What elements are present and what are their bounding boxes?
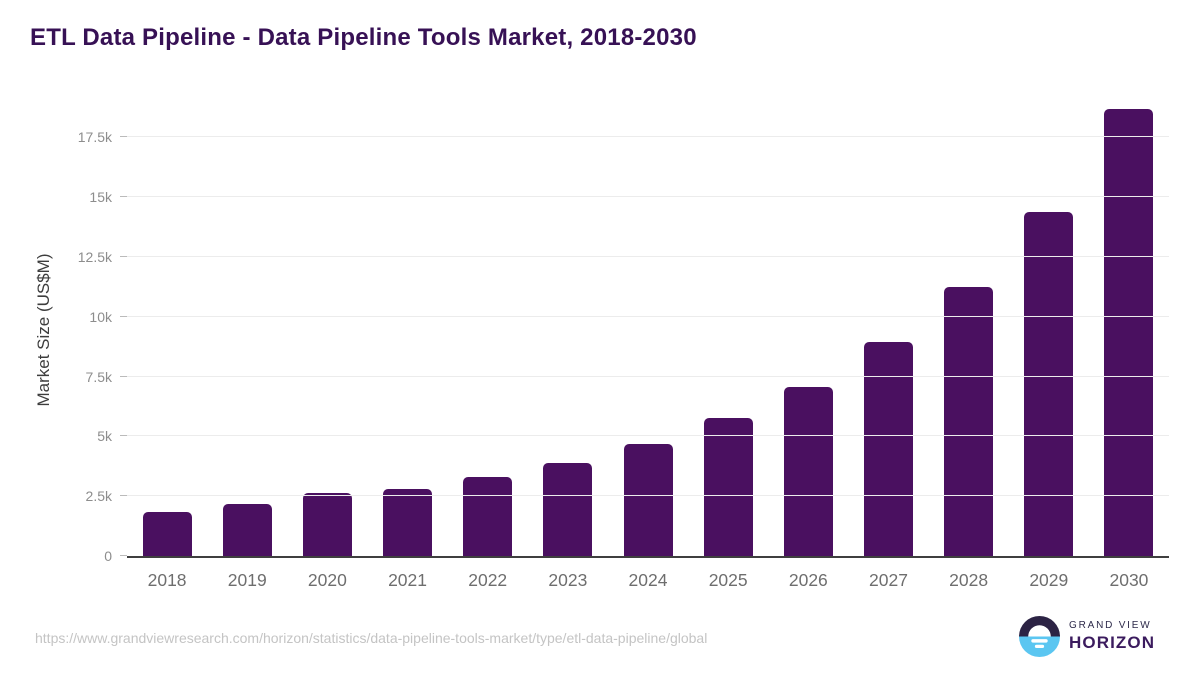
logo-sun-dome	[1028, 625, 1051, 637]
bar-column	[287, 100, 367, 556]
gridline	[127, 196, 1169, 198]
bar-2027	[863, 342, 913, 556]
chart-title: ETL Data Pipeline - Data Pipeline Tools …	[30, 24, 697, 51]
gridline	[127, 495, 1169, 497]
x-tick-label-2020: 2020	[307, 570, 347, 590]
gridline	[127, 435, 1169, 437]
bar-2025	[703, 418, 753, 556]
x-tick-label-2018: 2018	[147, 570, 187, 590]
y-tick-label: 7.5k	[85, 368, 112, 385]
bar-column	[528, 100, 608, 556]
bar-2022	[463, 477, 513, 556]
x-tick-label-2028: 2028	[949, 570, 989, 590]
x-tick-label-2024: 2024	[628, 570, 668, 590]
x-tick-label-2019: 2019	[227, 570, 267, 590]
y-tick-label: 12.5k	[77, 249, 112, 266]
source-url: https://www.grandviewresearch.com/horizo…	[35, 630, 708, 646]
y-tick-label: 10k	[89, 308, 112, 325]
x-tick-label-2022: 2022	[468, 570, 508, 590]
bar-column	[448, 100, 528, 556]
bar-column	[768, 100, 848, 556]
y-tick-label: 0	[104, 548, 112, 564]
x-axis-labels: 2018 2019 2020 2021 2022 2023 2024 2025 2026 2027…	[127, 570, 1169, 591]
plot-area: 0 2.5k 5k 7.5k 10k 12.5k 15k 17.5k	[78, 100, 1169, 564]
bars-container	[127, 100, 1169, 556]
y-tick-label: 17.5k	[77, 129, 112, 146]
y-tick-mark	[120, 315, 127, 317]
bar-column	[608, 100, 688, 556]
x-tick-label-2027: 2027	[869, 570, 908, 590]
gridline	[127, 256, 1169, 258]
sun-horizon-icon	[1019, 616, 1060, 657]
logo-reflection-bar-2	[1034, 644, 1045, 648]
bar-2023	[543, 462, 593, 556]
y-tick-mark	[120, 196, 127, 198]
bar-2018	[142, 512, 192, 556]
bar-column	[127, 100, 207, 556]
bar-column	[367, 100, 447, 556]
bar-2026	[783, 387, 833, 556]
x-tick-label-2021: 2021	[388, 570, 428, 590]
bar-column	[688, 100, 768, 556]
x-tick-label-2025: 2025	[708, 570, 748, 590]
gridline	[127, 315, 1169, 317]
bar-2024	[623, 443, 673, 556]
bar-2029	[1024, 211, 1074, 556]
y-axis-title: Market Size (US$M)	[34, 253, 53, 407]
logo-reflection-bar-1	[1031, 639, 1048, 643]
gridline	[127, 375, 1169, 377]
y-tick-mark	[120, 256, 127, 258]
bar-column	[929, 100, 1009, 556]
logo-text-horizon: HORIZON	[1069, 633, 1156, 652]
logo-text: GRAND VIEW HORIZON	[1069, 620, 1155, 653]
bar-2020	[302, 493, 352, 556]
y-tick-label: 15k	[89, 189, 112, 206]
y-tick-mark	[120, 495, 127, 497]
logo-text-grand-view: GRAND VIEW	[1069, 620, 1152, 631]
gridline	[127, 136, 1169, 138]
y-tick-label: 2.5k	[85, 488, 112, 505]
y-tick-mark	[120, 555, 127, 556]
y-tick-label: 5k	[97, 428, 112, 445]
x-tick-label-2030: 2030	[1109, 570, 1149, 590]
bar-2019	[222, 503, 272, 556]
bar-column	[1089, 100, 1169, 556]
y-tick-mark	[120, 435, 127, 437]
y-tick-mark	[120, 136, 127, 138]
bar-2030	[1104, 109, 1154, 556]
bar-2028	[944, 287, 994, 556]
x-tick-label-2023: 2023	[548, 570, 588, 590]
x-tick-label-2029: 2029	[1029, 570, 1069, 590]
bar-column	[1009, 100, 1089, 556]
bar-column	[207, 100, 287, 556]
x-tick-label-2026: 2026	[788, 570, 828, 590]
bar-2021	[383, 488, 433, 556]
grand-view-horizon-logo: GRAND VIEW HORIZON	[1019, 616, 1155, 657]
bar-column	[848, 100, 928, 556]
y-tick-mark	[120, 375, 127, 377]
